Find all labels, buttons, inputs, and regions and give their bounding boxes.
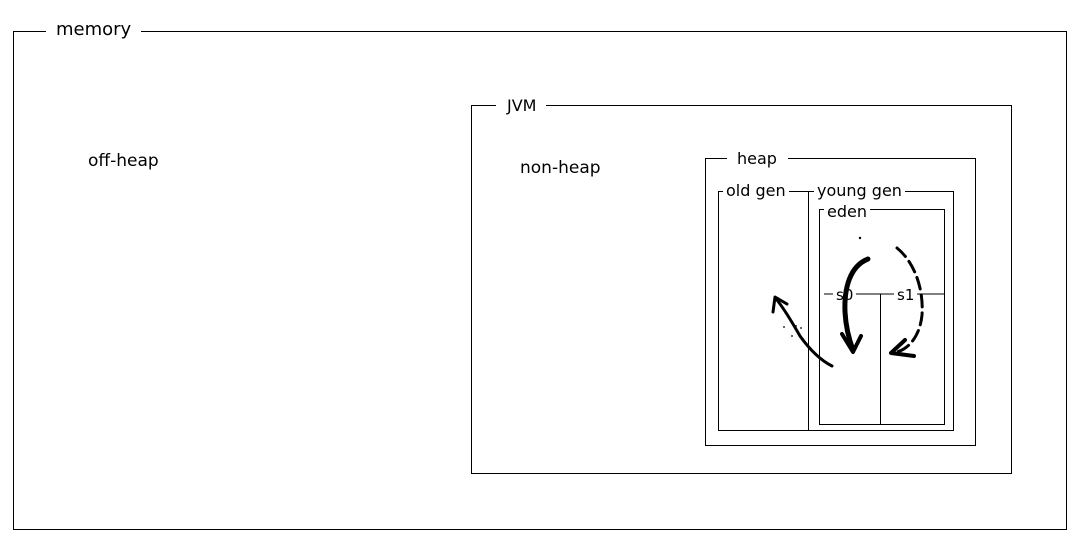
young-to-old-arrow xyxy=(775,298,834,368)
s1-label: s1 xyxy=(894,288,918,303)
speckle xyxy=(789,317,791,319)
old-gen-label: old gen xyxy=(723,183,789,199)
young-gen-label: young gen xyxy=(814,183,905,199)
memory-label: memory xyxy=(46,21,142,39)
speckle xyxy=(783,326,785,328)
young-to-old-arrowhead xyxy=(771,295,789,314)
s0-to-s1-arrowhead xyxy=(889,338,916,358)
eden-to-s0-arrow xyxy=(842,256,871,353)
heap-label: heap xyxy=(727,151,788,167)
non-heap-label: non-heap xyxy=(520,158,601,178)
speckle xyxy=(800,327,802,329)
speckle xyxy=(795,325,797,327)
heap-box xyxy=(705,158,976,446)
speckle xyxy=(858,236,862,240)
off-heap-label: off-heap xyxy=(88,151,159,171)
speckle xyxy=(791,335,793,337)
eden-box xyxy=(819,209,945,425)
memory-box xyxy=(13,31,1067,530)
jvm-box xyxy=(471,105,1012,474)
s0-to-s1-arrow xyxy=(895,246,924,354)
eden-label: eden xyxy=(824,204,870,220)
eden-to-s0-arrowhead xyxy=(840,332,863,354)
jvm-label: JVM xyxy=(496,98,547,114)
